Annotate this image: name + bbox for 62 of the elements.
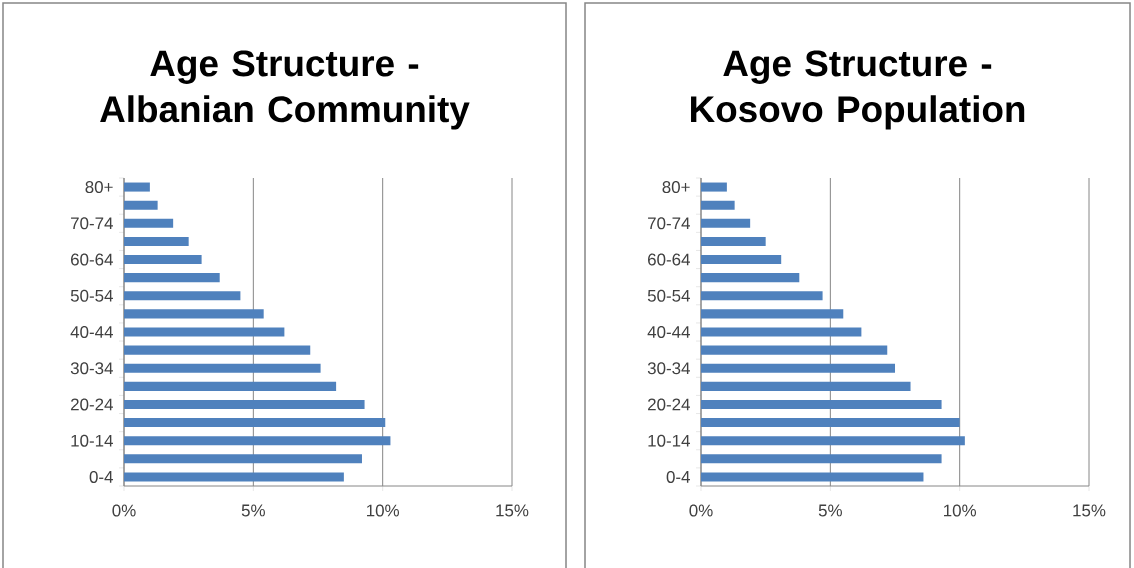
bar [124, 327, 285, 337]
bar [701, 345, 888, 355]
bar [124, 291, 241, 301]
bar [701, 255, 782, 265]
bar [701, 236, 766, 246]
x-tick-label: 5% [241, 504, 265, 517]
y-tick-label: 20-24 [71, 398, 113, 411]
bar [124, 236, 189, 246]
y-tick-label: 50-54 [70, 289, 113, 302]
bar [124, 200, 158, 210]
bar [701, 436, 965, 446]
x-tick-label: 15% [1073, 504, 1106, 517]
y-tick-label: 30-34 [70, 362, 113, 375]
x-tick-label: 10% [944, 504, 977, 517]
bar [701, 454, 942, 464]
bar [701, 218, 751, 228]
bar [124, 472, 344, 482]
y-tick-label: 30-34 [647, 362, 690, 375]
y-tick-label: 40-44 [647, 326, 690, 338]
y-tick-label: 40-44 [70, 326, 113, 338]
bar [701, 291, 823, 301]
bar [124, 454, 362, 464]
bar [124, 345, 311, 355]
bar [701, 200, 735, 210]
bar [701, 273, 800, 283]
x-tick-label: 15% [496, 504, 529, 517]
y-tick-label: 60-64 [71, 253, 113, 266]
y-tick-label: 50-54 [647, 289, 690, 302]
bar [701, 399, 942, 409]
bar [701, 327, 862, 337]
bar [701, 182, 727, 192]
bar [701, 309, 844, 319]
y-tick-label: 20-24 [648, 398, 690, 411]
y-tick-label: 10-14 [648, 434, 690, 447]
y-tick-label: 60-64 [648, 253, 690, 266]
bar [124, 436, 391, 446]
bar [124, 418, 386, 428]
y-tick-label: 80+ [85, 181, 113, 194]
y-tick-label: 70-74 [71, 217, 113, 230]
bar [124, 309, 264, 319]
y-tick-label: 70-74 [648, 217, 690, 230]
x-tick-label: 0% [689, 504, 713, 517]
y-tick-label: 10-14 [71, 434, 113, 447]
bar [124, 273, 220, 283]
bar [124, 363, 321, 373]
y-tick-label: 0-4 [666, 470, 690, 483]
y-tick-label: 0-4 [89, 470, 113, 483]
chart-title: Age Structure - Albanian Community [100, 50, 470, 130]
chart-title: Age Structure - Kosovo Population [691, 50, 1025, 130]
y-tick-label: 80+ [662, 181, 690, 194]
bar [701, 418, 960, 428]
bar [124, 182, 150, 192]
bar [124, 218, 174, 228]
bar [701, 472, 924, 482]
x-tick-label: 0% [112, 504, 136, 517]
bar [124, 381, 337, 391]
bar [124, 255, 202, 265]
bar [124, 399, 365, 409]
x-tick-label: 5% [818, 504, 842, 517]
x-tick-label: 10% [367, 504, 400, 517]
bar [701, 381, 911, 391]
bar [701, 363, 896, 373]
